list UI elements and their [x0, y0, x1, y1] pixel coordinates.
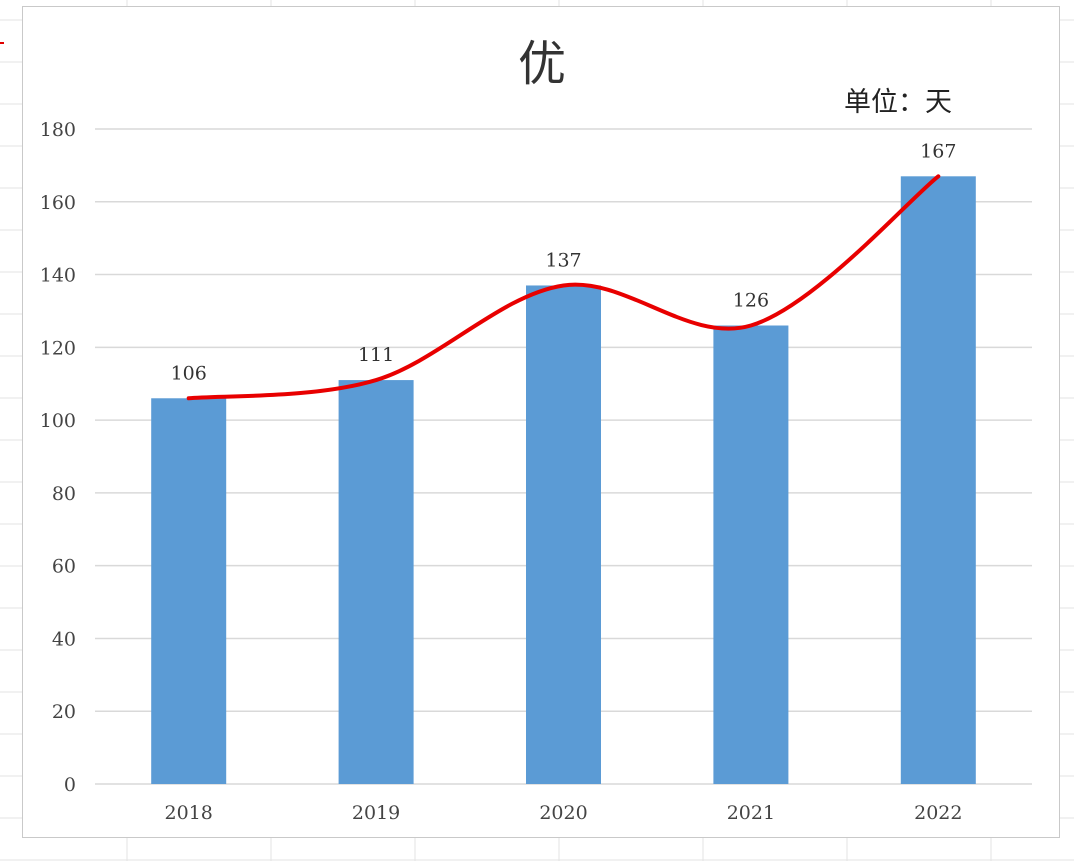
bar-2022[interactable] [900, 176, 976, 785]
bar-2018[interactable] [151, 398, 227, 784]
bar-2020[interactable] [526, 285, 601, 784]
data-label: 111 [358, 344, 394, 366]
y-tick-label: 60 [52, 556, 76, 578]
cell-marker [0, 42, 4, 44]
y-tick-label: 80 [52, 483, 76, 505]
bar-2021[interactable] [713, 325, 789, 785]
data-label: 106 [171, 362, 207, 384]
data-label: 167 [920, 140, 956, 162]
y-tick-label: 0 [64, 774, 76, 796]
chart-title: 优 [518, 36, 566, 92]
unit-label: 单位：天 [844, 87, 952, 118]
y-tick-label: 40 [52, 628, 76, 650]
y-tick-label: 160 [40, 192, 76, 214]
x-tick-label: 2018 [165, 802, 213, 824]
trend-line [186, 174, 941, 401]
y-tick-label: 20 [52, 701, 76, 723]
x-tick-label: 2021 [727, 802, 775, 824]
x-tick-label: 2019 [352, 802, 400, 824]
x-tick-label: 2020 [539, 802, 587, 824]
y-tick-label: 120 [40, 337, 76, 359]
y-tick-label: 100 [40, 410, 76, 432]
y-tick-label: 140 [40, 265, 76, 287]
data-label: 126 [733, 290, 769, 312]
y-tick-label: 180 [40, 119, 76, 141]
x-tick-label: 2022 [914, 802, 962, 824]
data-label: 137 [545, 249, 581, 271]
bar-2019[interactable] [338, 380, 414, 784]
